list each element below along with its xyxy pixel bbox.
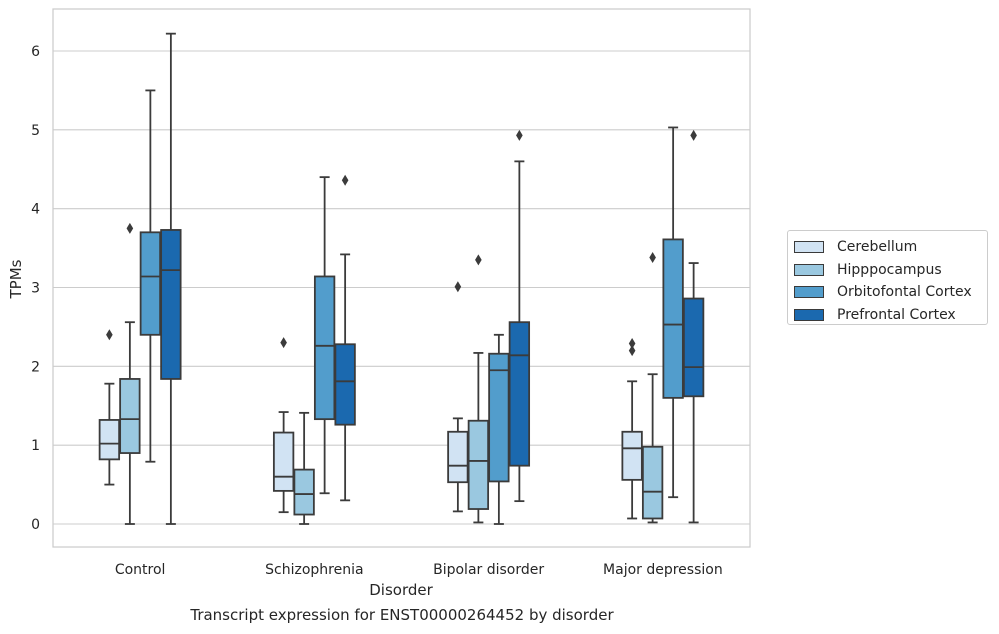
outlier-point — [690, 129, 697, 141]
box-iqr — [334, 343, 356, 426]
outlier-point — [475, 254, 482, 266]
legend-label: Cerebellum — [837, 239, 918, 256]
box-iqr — [508, 321, 531, 467]
outlier-point — [454, 281, 462, 293]
box-iqr — [160, 229, 182, 380]
box-orbitofontal-cortex — [313, 176, 336, 495]
legend-item: Orbitofontal Cortex — [794, 281, 987, 304]
box-cerebellum — [98, 329, 121, 486]
legend-item: Prefrontal Cortex — [794, 304, 987, 327]
box-iqr — [621, 430, 643, 481]
legend-item: Hipppocampus — [794, 259, 987, 282]
outlier-point — [516, 129, 523, 141]
chart-caption: Transcript expression for ENST0000026445… — [190, 606, 614, 624]
box-prefrontal-cortex — [334, 174, 356, 502]
x-axis-label: Disorder — [369, 581, 433, 599]
x-tick-label: Bipolar disorder — [433, 562, 544, 578]
y-tick-label: 4 — [31, 202, 40, 218]
box-prefrontal-cortex — [508, 129, 531, 503]
x-tick-label: Control — [115, 562, 166, 578]
y-tick-label: 5 — [31, 123, 40, 139]
box-iqr — [662, 238, 684, 399]
legend: Cerebellum Hipppocampus Orbitofontal Corte… — [787, 230, 988, 325]
box-cerebellum — [447, 281, 469, 513]
box-iqr — [139, 231, 162, 336]
box-cerebellum — [272, 337, 295, 514]
box-iqr — [682, 297, 705, 398]
y-tick-label: 1 — [31, 438, 40, 454]
legend-swatch — [794, 263, 824, 276]
legend-label: Prefrontal Cortex — [837, 306, 956, 323]
y-tick-labels: 0 1 2 3 4 5 6 — [31, 44, 40, 533]
y-tick-label: 6 — [31, 44, 40, 60]
box-cerebellum — [621, 337, 643, 520]
legend-swatch — [794, 241, 824, 254]
box-iqr — [447, 430, 469, 484]
box-orbitofontal-cortex — [488, 333, 510, 525]
x-tick-label: Schizophrenia — [265, 562, 363, 578]
outlier-point — [628, 337, 636, 349]
box-hipppocampus — [467, 254, 490, 524]
legend-swatch — [794, 308, 824, 321]
outlier-point — [126, 222, 134, 234]
box-hipppocampus — [641, 252, 664, 524]
box-hipppocampus — [119, 222, 141, 525]
box-orbitofontal-cortex — [662, 126, 684, 499]
outlier-point — [280, 337, 287, 349]
legend-swatch — [794, 286, 824, 299]
outlier-point — [628, 345, 636, 357]
legend-label: Orbitofontal Cortex — [837, 284, 972, 301]
box-iqr — [488, 352, 510, 483]
plot-frame — [52, 8, 751, 548]
box-iqr — [467, 419, 490, 510]
legend-label: Hipppocampus — [837, 261, 942, 278]
box-iqr — [293, 468, 315, 516]
box-prefrontal-cortex — [682, 129, 705, 524]
y-tick-label: 2 — [31, 359, 40, 375]
box-iqr — [313, 275, 336, 421]
x-tick-label: Major depression — [603, 562, 723, 578]
x-tick-labels: Control Schizophrenia Bipolar disorder Majo… — [115, 562, 723, 578]
box-orbitofontal-cortex — [139, 89, 162, 463]
outlier-point — [341, 174, 349, 186]
box-prefrontal-cortex — [160, 32, 182, 525]
y-tick-label: 3 — [31, 281, 40, 297]
outlier-point — [106, 329, 113, 341]
y-axis-label: TPMs — [7, 259, 25, 299]
box-iqr — [272, 431, 295, 492]
box-hipppocampus — [293, 411, 315, 525]
outlier-point — [649, 252, 656, 264]
box-iqr — [119, 378, 141, 454]
legend-item: Cerebellum — [794, 236, 987, 259]
boxes — [98, 32, 705, 525]
y-tick-label: 0 — [31, 517, 40, 533]
box-iqr — [98, 419, 121, 461]
box-iqr — [641, 445, 664, 520]
